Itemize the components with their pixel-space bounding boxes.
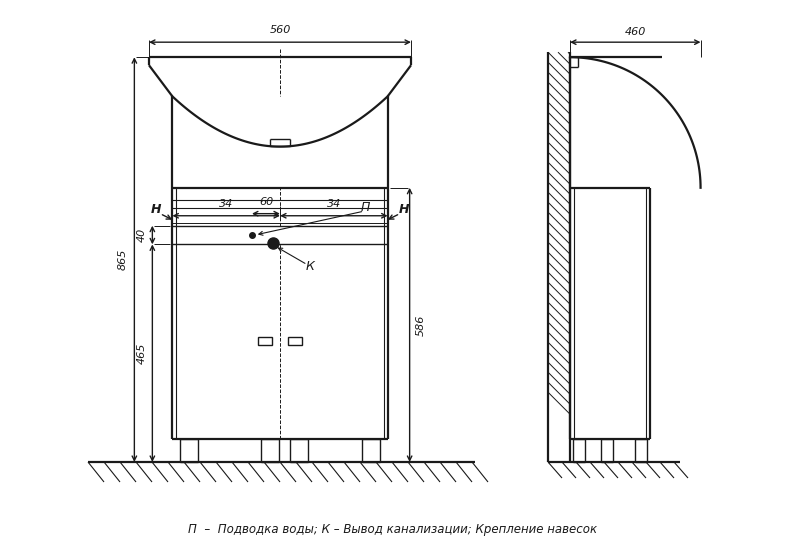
Text: 460: 460: [625, 27, 646, 37]
Text: H: H: [399, 203, 409, 216]
Text: 865: 865: [117, 249, 127, 270]
Text: 465: 465: [136, 342, 146, 364]
Text: 60: 60: [259, 197, 273, 207]
Bar: [288, 337, 302, 346]
Text: К: К: [306, 260, 314, 273]
Text: 586: 586: [416, 314, 426, 336]
Text: H: H: [151, 203, 162, 216]
Text: 34: 34: [327, 199, 341, 209]
Text: 40: 40: [136, 228, 146, 242]
Bar: [258, 337, 272, 346]
Text: 560: 560: [270, 25, 291, 35]
Text: П: П: [361, 201, 370, 214]
Text: П  –  Подводка воды; К – Вывод канализации; Крепление навесок: П – Подводка воды; К – Вывод канализации…: [189, 524, 597, 536]
Text: 34: 34: [219, 199, 233, 209]
